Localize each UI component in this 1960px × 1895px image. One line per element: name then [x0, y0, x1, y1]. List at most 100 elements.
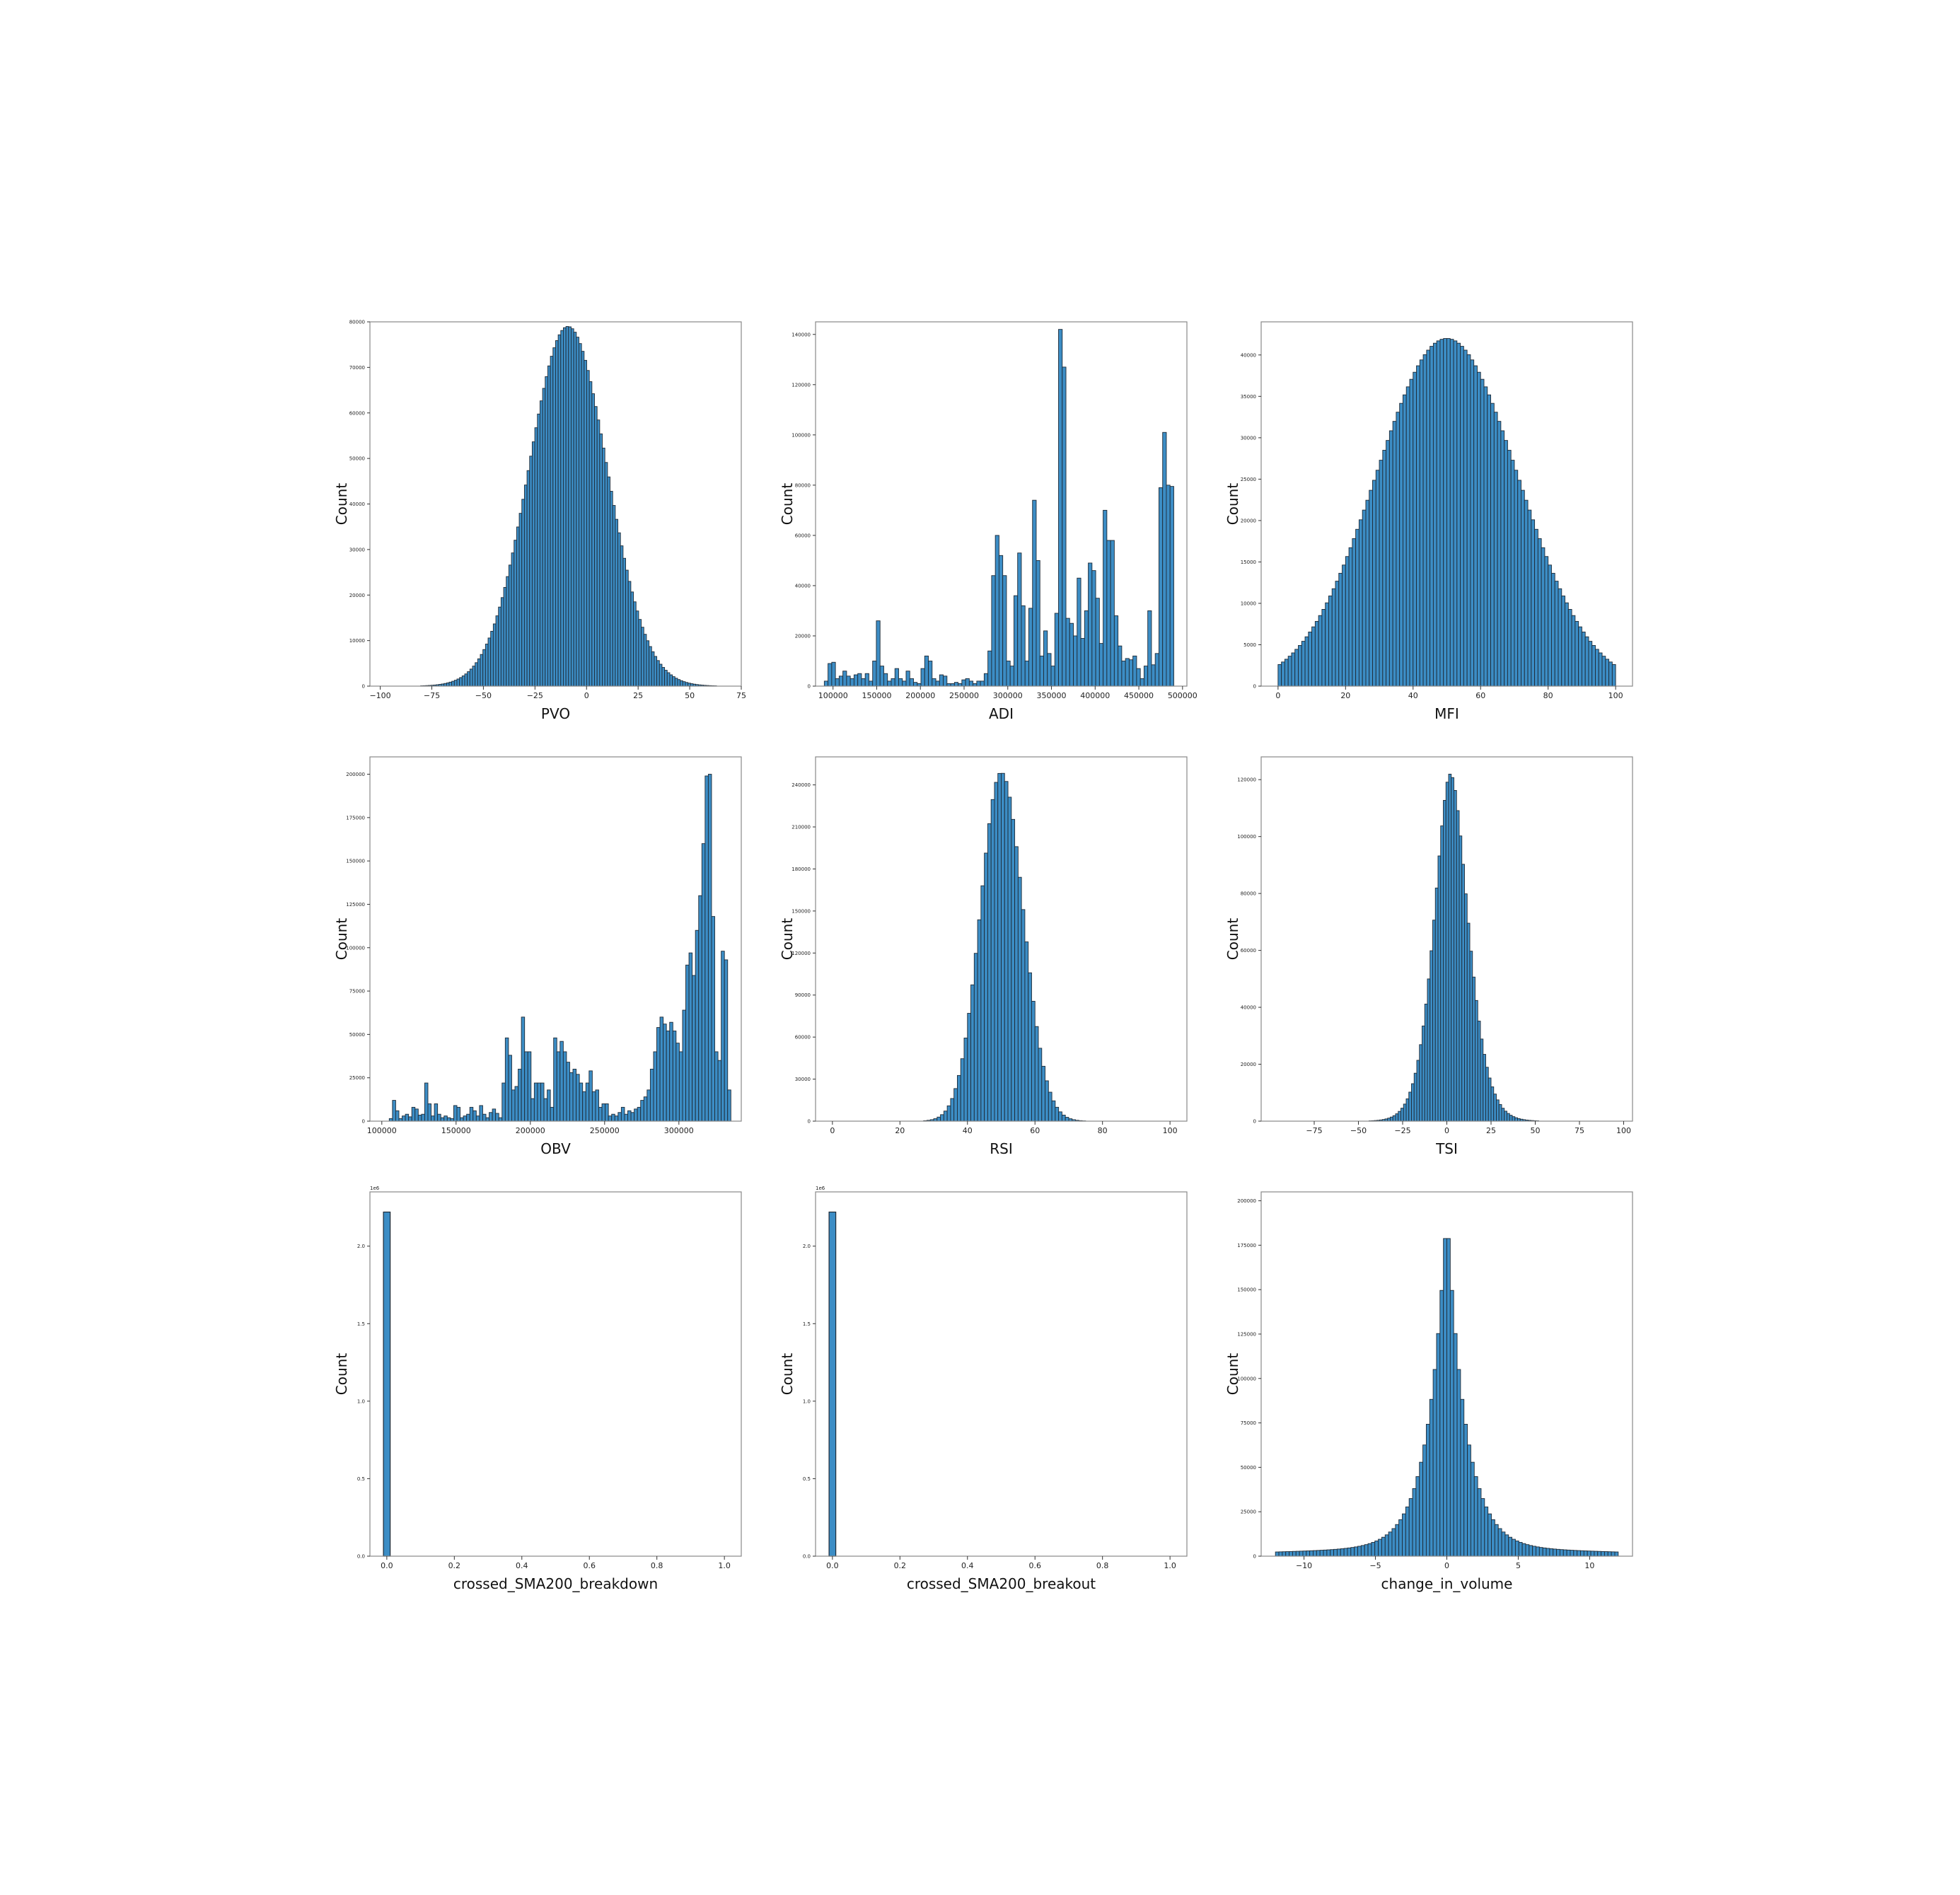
histogram-bar	[1514, 1541, 1519, 1557]
histogram-bar	[1011, 818, 1016, 1122]
histogram-bar	[1456, 342, 1461, 687]
histogram-bar	[1461, 864, 1465, 1122]
histogram-bar	[1365, 499, 1370, 687]
histogram-bar	[678, 1051, 683, 1122]
histogram-bar	[1439, 1290, 1444, 1557]
histogram-bar	[1318, 615, 1323, 687]
x-axis-label: crossed_SMA200_breakdown	[453, 1575, 658, 1592]
histogram-bar	[514, 1086, 519, 1122]
x-tick-label: 0	[830, 1126, 835, 1135]
histogram-bar	[984, 852, 988, 1122]
x-axis-label: ADI	[989, 705, 1014, 722]
histogram-bar	[1611, 1551, 1616, 1557]
histogram-bar	[492, 1108, 497, 1122]
histogram-bar	[1358, 519, 1363, 687]
histogram-bar	[518, 1068, 522, 1122]
histogram-bar	[724, 959, 729, 1122]
histogram-bar	[1362, 509, 1367, 687]
histogram-bar	[1028, 608, 1033, 687]
histogram-bar	[1058, 1111, 1062, 1122]
histogram-bar	[582, 1091, 586, 1122]
histogram-bar	[521, 1016, 526, 1122]
histogram-bar	[838, 676, 844, 687]
histogram-bar	[1065, 618, 1070, 687]
histogram-bar	[1512, 1116, 1516, 1122]
histogram-bar	[1419, 1044, 1422, 1122]
histogram-bar	[1477, 1488, 1482, 1557]
x-tick-label: 75	[1575, 1126, 1584, 1135]
histogram-bar	[924, 655, 929, 687]
histogram-bar	[943, 1111, 948, 1122]
histogram-bar	[991, 575, 996, 687]
histogram-bar	[1413, 371, 1417, 687]
histogram-bar	[556, 1051, 561, 1122]
histogram-bar	[1050, 666, 1055, 687]
histogram-bar	[1422, 1444, 1427, 1557]
histogram-bar	[537, 1082, 541, 1122]
histogram-bar	[1048, 1091, 1053, 1122]
y-tick-label: 100000	[1237, 1376, 1256, 1381]
histogram-bar	[1289, 1551, 1293, 1557]
histogram-bar	[707, 774, 712, 1122]
y-tick-label: 5000	[1243, 642, 1256, 648]
x-tick-label: 300000	[993, 691, 1023, 700]
histogram-bar	[685, 682, 689, 687]
histogram-bar	[1488, 1077, 1492, 1122]
histogram-bar	[976, 680, 981, 687]
histogram-bar	[1024, 941, 1029, 1122]
histogram-bar	[663, 1024, 667, 1122]
histogram-bar	[1434, 887, 1439, 1122]
histogram-bar	[571, 328, 574, 687]
histogram-bar	[472, 666, 476, 687]
histogram-bar	[469, 668, 473, 687]
histogram-bar	[1335, 581, 1340, 687]
histogram-bar	[1058, 329, 1063, 687]
histogram-bar	[990, 799, 995, 1122]
histogram-bar	[514, 540, 517, 687]
histogram-bar	[894, 668, 899, 687]
histogram-bar	[1449, 1290, 1454, 1557]
histogram-bar	[968, 680, 974, 687]
histogram-bar	[1419, 1461, 1424, 1557]
y-tick-label: 0	[1253, 1119, 1256, 1125]
histogram-bar	[1430, 950, 1433, 1122]
histogram-bar	[669, 674, 673, 687]
histogram-bar	[1409, 378, 1414, 687]
x-tick-label: 100	[1616, 1126, 1631, 1135]
histogram-bar	[973, 953, 978, 1122]
histogram-bar	[627, 581, 632, 687]
histogram-bar	[1412, 1488, 1417, 1557]
y-axis-label: Count	[779, 1353, 796, 1396]
histogram-bar	[1460, 346, 1464, 687]
y-tick-label: 60000	[349, 410, 365, 416]
histogram-bar	[1036, 560, 1040, 687]
x-tick-label: −25	[1394, 1126, 1410, 1135]
histogram-bar	[453, 680, 458, 687]
histogram-bar	[1548, 564, 1552, 687]
y-tick-label: 120000	[791, 951, 811, 956]
histogram-bar	[1039, 655, 1044, 687]
histogram-bar	[480, 654, 484, 687]
histogram-bar	[475, 662, 478, 687]
x-tick-label: −10	[1296, 1561, 1312, 1570]
histogram-bar	[898, 678, 903, 687]
histogram-bar	[928, 661, 933, 687]
histogram-bar	[487, 637, 492, 687]
histogram-bar	[543, 1098, 548, 1122]
y-tick-label: 80000	[795, 482, 811, 488]
histogram-bar	[1392, 1115, 1396, 1122]
histogram-bar	[698, 895, 702, 1122]
histogram-bar	[1504, 1111, 1507, 1122]
x-tick-label: 50	[685, 691, 695, 700]
histogram-bar	[1559, 1549, 1564, 1557]
histogram-bar	[568, 326, 572, 687]
y-tick-label: 2.0	[803, 1244, 811, 1249]
histogram-bar	[611, 1113, 615, 1122]
histogram-bar	[1534, 528, 1538, 687]
x-tick-label: 0.2	[448, 1561, 461, 1570]
histogram-bar	[828, 663, 833, 687]
histogram-bar	[1614, 1551, 1619, 1557]
x-tick-label: 80	[1543, 691, 1553, 700]
histogram-bar	[1456, 810, 1460, 1122]
histogram-bar	[1281, 661, 1285, 687]
